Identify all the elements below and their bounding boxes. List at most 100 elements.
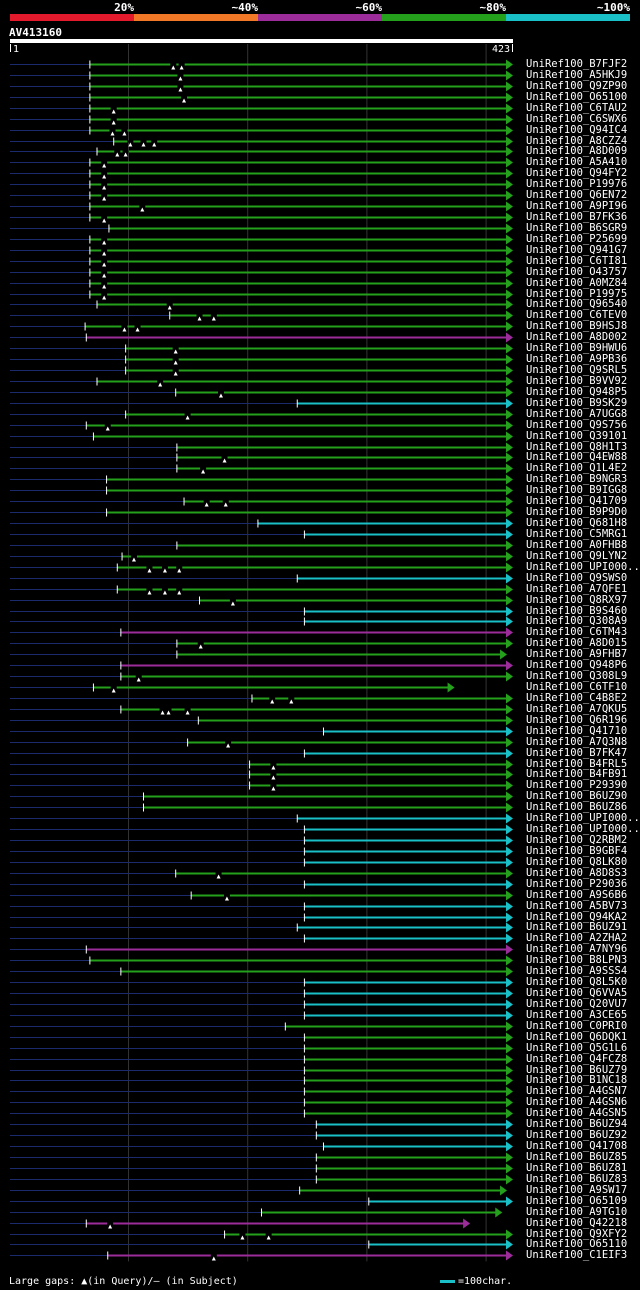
hit-label[interactable]: UniRef100_C4B8E2	[526, 692, 628, 704]
hit-label[interactable]: UniRef100_A5HKJ9	[526, 69, 628, 81]
hit-label[interactable]: UniRef100_A7NY96	[526, 943, 628, 955]
hit-label[interactable]: UniRef100_B7FK47	[526, 747, 628, 759]
hit-label[interactable]: UniRef100_Q94FY2	[526, 167, 628, 179]
hit-label[interactable]: UniRef100_A3CE65	[526, 1009, 628, 1021]
hit-label[interactable]: UniRef100_B6SGR9	[526, 222, 628, 234]
hit-label[interactable]: UniRef100_UPI000..	[526, 823, 640, 835]
hit-label[interactable]: UniRef100_B6UZ83	[526, 1173, 628, 1185]
hit-label[interactable]: UniRef100_B9VV92	[526, 375, 628, 387]
hit-label[interactable]: UniRef100_A8D009	[526, 145, 628, 157]
hit-label[interactable]: UniRef100_Q9SWS0	[526, 572, 628, 584]
hit-label[interactable]: UniRef100_Q1L4E2	[526, 462, 628, 474]
hit-label[interactable]: UniRef100_B9NGR3	[526, 473, 628, 485]
hit-label[interactable]: UniRef100_A9S6B6	[526, 889, 628, 901]
hit-label[interactable]: UniRef100_B1NC18	[526, 1074, 628, 1086]
hit-label[interactable]: UniRef100_A5A410	[526, 156, 628, 168]
hit-label[interactable]: UniRef100_C5MRG1	[526, 528, 628, 540]
hit-label[interactable]: UniRef100_Q39101	[526, 430, 628, 442]
hit-label[interactable]: UniRef100_Q41709	[526, 495, 628, 507]
hit-label[interactable]: UniRef100_A8CZZ4	[526, 135, 628, 147]
hit-label[interactable]: UniRef100_C6TAU2	[526, 102, 628, 114]
hit-label[interactable]: UniRef100_O65110	[526, 1238, 628, 1250]
hit-label[interactable]: UniRef100_B9GBF4	[526, 845, 628, 857]
hit-label[interactable]: UniRef100_Q41708	[526, 1140, 628, 1152]
hit-label[interactable]: UniRef100_B9IGG8	[526, 484, 628, 496]
hit-label[interactable]: UniRef100_A8D8S3	[526, 867, 628, 879]
hit-label[interactable]: UniRef100_A7QKU5	[526, 703, 628, 715]
hit-label[interactable]: UniRef100_Q2RBM2	[526, 834, 628, 846]
hit-label[interactable]: UniRef100_O43757	[526, 266, 628, 278]
hit-label[interactable]: UniRef100_B9HSJ8	[526, 320, 628, 332]
hit-label[interactable]: UniRef100_B9P9D0	[526, 506, 628, 518]
hit-label[interactable]: UniRef100_O65109	[526, 1195, 628, 1207]
hit-label[interactable]: UniRef100_A0FHB8	[526, 539, 628, 551]
hit-label[interactable]: UniRef100_A7Q3N8	[526, 736, 628, 748]
hit-label[interactable]: UniRef100_Q5G1L6	[526, 1042, 628, 1054]
hit-label[interactable]: UniRef100_C6TM43	[526, 626, 628, 638]
hit-label[interactable]: UniRef100_A9PB36	[526, 353, 628, 365]
hit-label[interactable]: UniRef100_B6UZ79	[526, 1064, 628, 1076]
hit-label[interactable]: UniRef100_A9PI96	[526, 200, 628, 212]
hit-label[interactable]: UniRef100_C0PRI0	[526, 1020, 628, 1032]
hit-label[interactable]: UniRef100_Q8RX97	[526, 594, 628, 606]
hit-label[interactable]: UniRef100_Q948P5	[526, 386, 628, 398]
hit-label[interactable]: UniRef100_A7UGG8	[526, 408, 628, 420]
hit-label[interactable]: UniRef100_Q8H1T3	[526, 441, 628, 453]
hit-label[interactable]: UniRef100_A2ZHA2	[526, 932, 628, 944]
hit-label[interactable]: UniRef100_UPI000..	[526, 561, 640, 573]
hit-label[interactable]: UniRef100_B9HWU6	[526, 342, 628, 354]
hit-label[interactable]: UniRef100_B6UZ86	[526, 801, 628, 813]
hit-label[interactable]: UniRef100_P25699	[526, 233, 628, 245]
hit-label[interactable]: UniRef100_Q94IC4	[526, 124, 628, 136]
hit-label[interactable]: UniRef100_B6UZ85	[526, 1151, 628, 1163]
hit-label[interactable]: UniRef100_UPI000..	[526, 812, 640, 824]
hit-label[interactable]: UniRef100_Q9ZP90	[526, 80, 628, 92]
hit-label[interactable]: UniRef100_A8D015	[526, 637, 628, 649]
hit-label[interactable]: UniRef100_B7FK36	[526, 211, 628, 223]
hit-label[interactable]: UniRef100_B6UZ90	[526, 790, 628, 802]
hit-label[interactable]: UniRef100_C6TF10	[526, 681, 628, 693]
hit-label[interactable]: UniRef100_B7FJF2	[526, 58, 628, 70]
hit-label[interactable]: UniRef100_Q6DQK1	[526, 1031, 628, 1043]
hit-label[interactable]: UniRef100_Q308L9	[526, 670, 628, 682]
hit-label[interactable]: UniRef100_O65100	[526, 91, 628, 103]
hit-label[interactable]: UniRef100_Q6EN72	[526, 189, 628, 201]
hit-label[interactable]: UniRef100_A7QFE1	[526, 583, 628, 595]
hit-label[interactable]: UniRef100_A8D002	[526, 331, 628, 343]
hit-label[interactable]: UniRef100_B9S460	[526, 605, 628, 617]
hit-label[interactable]: UniRef100_C1EIF3	[526, 1249, 628, 1261]
hit-label[interactable]: UniRef100_A4GSN6	[526, 1096, 628, 1108]
hit-label[interactable]: UniRef100_B6UZ91	[526, 921, 628, 933]
hit-label[interactable]: UniRef100_Q9XFY2	[526, 1228, 628, 1240]
hit-label[interactable]: UniRef100_A4GSN5	[526, 1107, 628, 1119]
hit-label[interactable]: UniRef100_Q948P6	[526, 659, 628, 671]
hit-label[interactable]: UniRef100_Q681H8	[526, 517, 628, 529]
hit-label[interactable]: UniRef100_Q4FCZ8	[526, 1053, 628, 1065]
hit-label[interactable]: UniRef100_C6SWX6	[526, 113, 628, 125]
hit-label[interactable]: UniRef100_Q9S756	[526, 419, 628, 431]
hit-label[interactable]: UniRef100_A4GSN7	[526, 1085, 628, 1097]
hit-label[interactable]: UniRef100_B6UZ92	[526, 1129, 628, 1141]
hit-label[interactable]: UniRef100_B8LPN3	[526, 954, 628, 966]
hit-label[interactable]: UniRef100_Q8LK80	[526, 856, 628, 868]
hit-label[interactable]: UniRef100_Q308A9	[526, 615, 628, 627]
hit-label[interactable]: UniRef100_Q9LYN2	[526, 550, 628, 562]
hit-label[interactable]: UniRef100_Q41710	[526, 725, 628, 737]
hit-label[interactable]: UniRef100_B6UZ81	[526, 1162, 628, 1174]
hit-label[interactable]: UniRef100_A9SW17	[526, 1184, 628, 1196]
hit-label[interactable]: UniRef100_A9SSS4	[526, 965, 628, 977]
hit-label[interactable]: UniRef100_A9TG10	[526, 1206, 628, 1218]
hit-label[interactable]: UniRef100_A9FHB7	[526, 648, 628, 660]
hit-label[interactable]: UniRef100_A5BV73	[526, 900, 628, 912]
hit-label[interactable]: UniRef100_P29390	[526, 779, 628, 791]
hit-label[interactable]: UniRef100_Q6VVA5	[526, 987, 628, 999]
hit-label[interactable]: UniRef100_C6TI81	[526, 255, 628, 267]
hit-label[interactable]: UniRef100_B6UZ94	[526, 1118, 628, 1130]
hit-label[interactable]: UniRef100_P19975	[526, 288, 628, 300]
hit-label[interactable]: UniRef100_Q4EW88	[526, 451, 628, 463]
hit-label[interactable]: UniRef100_Q42218	[526, 1217, 628, 1229]
hit-label[interactable]: UniRef100_Q941G7	[526, 244, 628, 256]
hit-label[interactable]: UniRef100_Q6R196	[526, 714, 628, 726]
hit-label[interactable]: UniRef100_B4FRL5	[526, 758, 628, 770]
hit-label[interactable]: UniRef100_B4FB91	[526, 768, 628, 780]
